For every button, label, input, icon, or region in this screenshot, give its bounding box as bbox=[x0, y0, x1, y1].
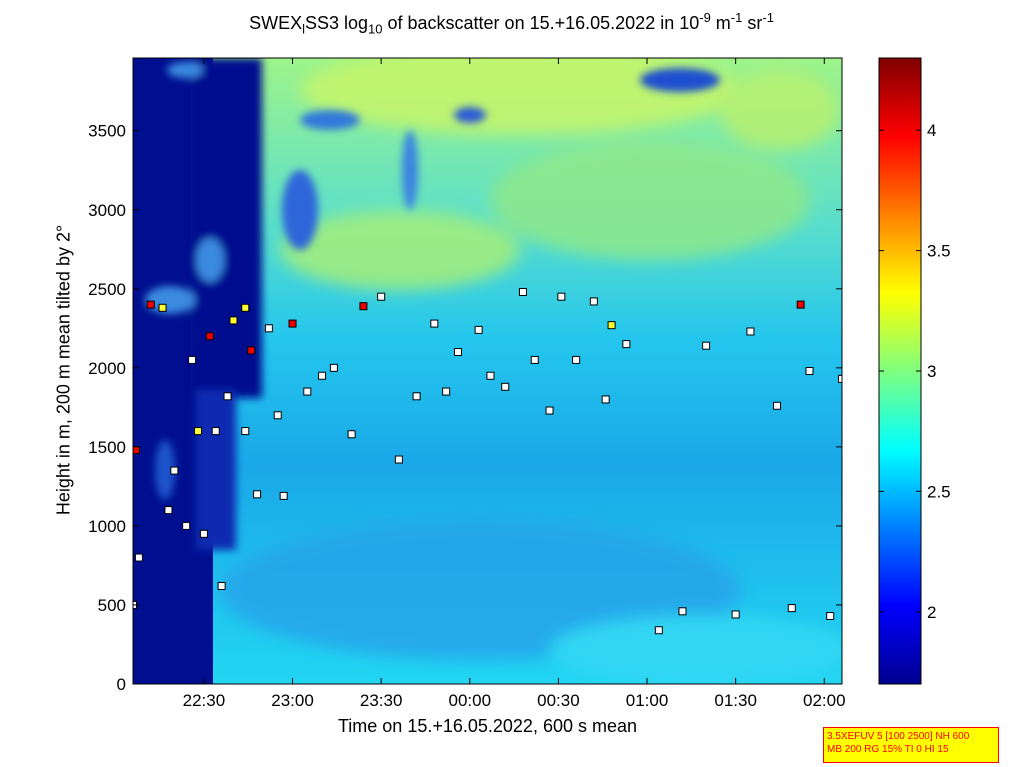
layer-marker bbox=[796, 300, 805, 309]
plot-frame bbox=[132, 57, 843, 685]
y-tick-label: 2500 bbox=[88, 280, 126, 299]
layer-marker bbox=[607, 321, 616, 330]
y-axis: 0 500 1000 1500 2000 2500 3000 3500 bbox=[88, 122, 842, 694]
x-axis-label: Time on 15.+16.05.2022, 600 s mean bbox=[337, 716, 638, 736]
layer-marker bbox=[377, 292, 386, 301]
layer-marker bbox=[182, 521, 191, 530]
layer-marker bbox=[589, 297, 598, 306]
layer-marker bbox=[273, 411, 282, 420]
colorbar-axis: 2 2.5 3 3.5 4 bbox=[879, 121, 951, 622]
layer-marker bbox=[557, 292, 566, 301]
layer-marker bbox=[430, 319, 439, 328]
layer-marker bbox=[211, 427, 220, 436]
y-tick-label: 500 bbox=[98, 596, 126, 615]
layer-marker bbox=[442, 387, 451, 396]
x-tick-label: 00:00 bbox=[449, 691, 492, 710]
x-tick-label: 02:00 bbox=[803, 691, 846, 710]
layer-marker bbox=[146, 300, 155, 309]
layer-marker bbox=[412, 392, 421, 401]
layer-marker bbox=[805, 367, 814, 375]
y-tick-label: 2000 bbox=[88, 359, 126, 378]
layer-marker bbox=[394, 455, 403, 464]
settings-info-box: 3.5XEFUV 5 [100 2500] NH 600 MB 200 RG 1… bbox=[823, 727, 999, 763]
layer-marker bbox=[518, 287, 527, 296]
layer-marker bbox=[359, 302, 368, 311]
layer-marker bbox=[288, 319, 297, 328]
x-tick-label: 01:00 bbox=[626, 691, 669, 710]
chart-title: SWEXlSS3 log10 of backscatter on 15.+16.… bbox=[249, 10, 774, 37]
layer-marker bbox=[264, 324, 273, 333]
colorbar-tick-label: 4 bbox=[927, 121, 936, 140]
y-tick-label: 0 bbox=[117, 675, 126, 694]
colorbar-tick-label: 3 bbox=[927, 362, 936, 381]
layer-marker bbox=[199, 529, 208, 538]
y-tick-label: 3000 bbox=[88, 201, 126, 220]
x-tick-label: 23:30 bbox=[360, 691, 403, 710]
layer-markers bbox=[133, 287, 842, 635]
layer-marker bbox=[731, 610, 740, 619]
layer-marker bbox=[329, 363, 338, 372]
layer-marker bbox=[678, 607, 687, 616]
layer-marker bbox=[193, 427, 202, 436]
colorbar-tick-label: 3.5 bbox=[927, 242, 951, 261]
layer-marker bbox=[279, 491, 288, 500]
layer-marker bbox=[241, 303, 250, 312]
layer-marker bbox=[241, 427, 250, 436]
layer-marker bbox=[572, 355, 581, 364]
layer-marker bbox=[654, 626, 663, 635]
x-tick-label: 23:00 bbox=[271, 691, 314, 710]
layer-marker bbox=[253, 490, 262, 499]
layer-marker bbox=[170, 466, 179, 475]
layer-marker bbox=[205, 332, 214, 341]
layer-marker bbox=[134, 553, 143, 562]
layer-marker bbox=[530, 355, 539, 364]
layer-marker bbox=[501, 382, 510, 391]
layer-marker bbox=[223, 392, 232, 401]
layer-marker bbox=[217, 581, 226, 590]
layer-marker bbox=[188, 355, 197, 364]
colorbar-tick-label: 2 bbox=[927, 603, 936, 622]
layer-marker bbox=[746, 327, 755, 336]
layer-marker bbox=[826, 612, 835, 621]
info-line-1: 3.5XEFUV 5 [100 2500] NH 600 bbox=[827, 731, 970, 742]
layer-marker bbox=[347, 430, 356, 439]
colorbar bbox=[878, 57, 922, 685]
y-axis-label: Height in m, 200 m mean tilted by 2° bbox=[53, 224, 74, 516]
layer-marker bbox=[247, 346, 256, 355]
heatmap bbox=[133, 58, 842, 684]
x-tick-label: 01:30 bbox=[714, 691, 757, 710]
layer-marker bbox=[545, 406, 554, 415]
layer-marker bbox=[453, 348, 462, 357]
x-tick-label: 00:30 bbox=[537, 691, 580, 710]
layer-marker bbox=[622, 340, 631, 349]
layer-marker bbox=[474, 325, 483, 334]
layer-marker bbox=[601, 395, 610, 404]
layer-marker bbox=[838, 374, 842, 383]
info-line-2: MB 200 RG 15% TI 0 HI 15 bbox=[827, 744, 949, 755]
layer-marker bbox=[318, 371, 327, 380]
y-tick-label: 1500 bbox=[88, 438, 126, 457]
layer-marker bbox=[702, 341, 711, 350]
layer-marker bbox=[486, 371, 495, 380]
layer-marker bbox=[133, 446, 140, 455]
layer-marker bbox=[303, 387, 312, 396]
layer-marker bbox=[787, 604, 796, 613]
x-tick-label: 22:30 bbox=[183, 691, 226, 710]
layer-marker bbox=[229, 316, 238, 325]
layer-marker bbox=[164, 506, 173, 515]
colorbar-tick-label: 2.5 bbox=[927, 482, 951, 501]
layer-marker bbox=[158, 303, 167, 312]
y-tick-label: 1000 bbox=[88, 517, 126, 536]
layer-marker bbox=[773, 401, 782, 410]
y-tick-label: 3500 bbox=[88, 122, 126, 141]
x-axis: 22:30 23:00 23:30 00:00 00:30 01:00 01:30 02:00 bbox=[183, 58, 846, 710]
